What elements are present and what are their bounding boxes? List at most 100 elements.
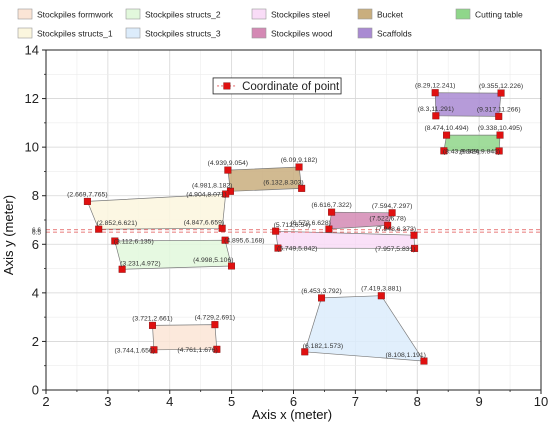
- legend-label: Scaffolds: [377, 29, 412, 39]
- point-marker: [495, 112, 503, 120]
- points: [83, 89, 505, 365]
- y-tick-label: 2: [32, 334, 39, 349]
- point-marker: [298, 184, 306, 192]
- point-label: (7.522,6.78): [369, 215, 406, 222]
- point-marker: [274, 244, 282, 252]
- point-labels: (3.721,2.661) (4.729,2.691) (3.744,1.656) (…: [67, 83, 523, 359]
- point-marker: [83, 197, 91, 205]
- point-marker: [440, 147, 448, 155]
- point-label: (9.317,11.266): [477, 106, 521, 113]
- point-label: (9.324,9.843): [460, 148, 500, 155]
- regions: [86, 92, 502, 362]
- legend-swatch: [17, 8, 33, 20]
- y-tick-label: 0: [32, 383, 39, 398]
- point-label: (4.847,6.659): [184, 219, 224, 226]
- point-label: (3.231,4.972): [120, 260, 160, 267]
- point-label: (8.29,12.241): [415, 83, 455, 90]
- point-marker: [272, 227, 280, 235]
- legend-swatch: [455, 8, 471, 20]
- legend-swatch: [251, 27, 267, 39]
- point-label: (4.998,5.106): [193, 257, 233, 264]
- x-tick-label: 2: [42, 394, 49, 409]
- inner-legend-label: Coordinate of point: [242, 81, 340, 93]
- point-marker: [328, 208, 336, 216]
- inner-legend: Coordinate of point: [212, 77, 342, 95]
- legend-label: Stockpiles structs_3: [145, 29, 221, 39]
- x-tick-label: 10: [534, 394, 548, 409]
- x-tick-label: 7: [352, 394, 359, 409]
- point-label: (4.761,1.676): [177, 347, 217, 354]
- point-marker: [148, 321, 156, 329]
- y-tick-label: 12: [25, 91, 39, 106]
- point-marker: [318, 294, 326, 302]
- point-label: (9.355,12.226): [479, 83, 523, 90]
- point-label: (8.474,10.494): [424, 125, 468, 132]
- point-marker: [495, 147, 503, 155]
- legend-swatch: [357, 27, 373, 39]
- inner-legend-box: [212, 77, 342, 95]
- legend-label: Bucket: [377, 10, 404, 20]
- inner-legend-marker: [223, 82, 231, 90]
- point-marker: [118, 265, 126, 273]
- y-tick-label: 14: [25, 43, 39, 58]
- top-legend: Stockpiles formwork Stockpiles structs_2 S…: [17, 8, 523, 39]
- point-label: (6.572,6.628): [290, 220, 330, 227]
- legend-swatch: [17, 27, 33, 39]
- y-axis-label: Axis y (meter): [1, 195, 16, 275]
- point-marker: [150, 346, 158, 354]
- y-tick-label: 10: [25, 140, 39, 155]
- reference-lines: 6.66.5: [32, 227, 541, 237]
- point-label: (4.904,8.071): [186, 191, 226, 198]
- point-label: (4.729,2.691): [195, 315, 235, 322]
- point-label: (5.712,6.54): [274, 222, 311, 229]
- y-tick-label: 8: [32, 188, 39, 203]
- point-label: (2.852,6.621): [97, 220, 137, 227]
- legend-swatch: [357, 8, 373, 20]
- point-label: (4.981,8.182): [192, 182, 232, 189]
- legend-label: Stockpiles wood: [271, 29, 333, 39]
- point-label: (3.112,6.135): [114, 239, 154, 246]
- point-label: (8.43,9.849): [443, 148, 480, 155]
- legend-label: Stockpiles steel: [271, 10, 330, 20]
- legend-label: Cutting table: [475, 10, 523, 20]
- point-label: (5.749,5.842): [277, 246, 317, 253]
- point-label: (9.338,10.495): [478, 125, 522, 132]
- point-marker: [111, 237, 119, 245]
- x-tick-label: 9: [476, 394, 483, 409]
- x-axis-label: Axis x (meter): [252, 407, 332, 422]
- point-marker: [228, 262, 236, 270]
- point-marker: [443, 131, 451, 139]
- point-label: (7.957,5.831): [375, 246, 415, 253]
- y-tick-label: 6: [32, 237, 39, 252]
- point-label: (6.616,7.322): [311, 202, 351, 209]
- point-marker: [411, 244, 419, 252]
- point-marker: [432, 112, 440, 120]
- point-label: (7.948,6.373): [376, 226, 416, 233]
- point-marker: [377, 292, 385, 300]
- point-label: (7.594,7.297): [372, 203, 412, 210]
- point-marker: [222, 190, 230, 198]
- x-tick-label: 5: [228, 394, 235, 409]
- legend-swatch: [125, 8, 141, 20]
- x-tick-label: 3: [104, 394, 111, 409]
- point-marker: [224, 166, 232, 174]
- point-marker: [497, 89, 505, 97]
- point-marker: [218, 224, 226, 232]
- point-label: (6.453,3.792): [301, 288, 341, 295]
- point-label: (2.669,7.765): [67, 191, 107, 198]
- point-marker: [384, 221, 392, 229]
- point-marker: [410, 231, 418, 239]
- point-label: (7.419,3.881): [361, 286, 401, 293]
- point-label: (8.3,11.291): [418, 106, 454, 113]
- x-tick-label: 4: [166, 394, 173, 409]
- point-marker: [496, 131, 504, 139]
- legend-label: Stockpiles structs_2: [145, 10, 221, 20]
- point-label: (6.132,8.303): [263, 179, 303, 186]
- point-label: (6.09,9.182): [281, 157, 318, 164]
- point-label: (4.895,6.168): [224, 238, 264, 245]
- point-label: (3.744,1.656): [114, 347, 154, 354]
- x-tick-label: 8: [414, 394, 421, 409]
